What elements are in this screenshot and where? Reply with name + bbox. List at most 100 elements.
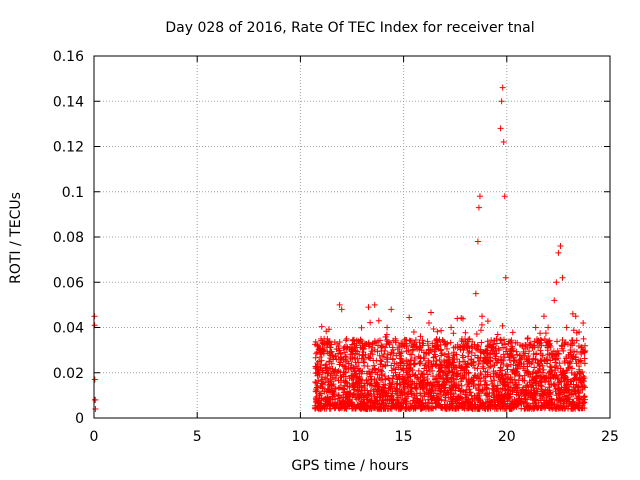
data-point — [312, 379, 319, 386]
data-point — [450, 359, 457, 366]
data-point — [352, 350, 359, 357]
data-point — [382, 376, 389, 383]
data-point — [442, 394, 449, 401]
data-point — [337, 384, 344, 391]
data-point — [513, 397, 520, 404]
data-point — [319, 383, 326, 390]
data-point — [388, 367, 395, 374]
data-point — [490, 386, 497, 393]
data-point — [461, 358, 468, 365]
data-point — [573, 348, 580, 355]
data-point — [553, 351, 560, 358]
data-point — [518, 400, 525, 407]
data-point — [572, 372, 579, 379]
data-point — [464, 361, 471, 368]
data-point — [412, 405, 419, 412]
data-point — [574, 402, 581, 409]
data-point — [483, 359, 490, 366]
data-point — [458, 364, 465, 371]
data-point — [571, 340, 578, 347]
data-point — [448, 324, 455, 331]
data-point — [365, 339, 372, 346]
data-point — [479, 399, 486, 406]
data-point — [563, 398, 570, 405]
data-point — [355, 386, 362, 393]
data-point — [474, 373, 481, 380]
data-point — [557, 405, 564, 412]
data-point — [401, 383, 408, 390]
data-point — [438, 327, 445, 334]
data-point — [553, 392, 560, 399]
data-point — [388, 306, 395, 313]
data-point — [383, 341, 390, 348]
data-point — [484, 338, 491, 345]
data-point — [509, 387, 516, 394]
data-point — [92, 396, 99, 403]
data-point — [437, 404, 444, 411]
data-point — [315, 400, 322, 407]
data-point — [490, 370, 497, 377]
data-point — [439, 405, 446, 412]
data-point — [532, 390, 539, 397]
data-point — [581, 393, 588, 400]
data-point — [478, 388, 485, 395]
data-point — [537, 347, 544, 354]
data-point — [331, 389, 338, 396]
data-point — [377, 357, 384, 364]
data-point — [571, 371, 578, 378]
data-point — [388, 405, 395, 412]
data-point — [539, 369, 546, 376]
data-point — [582, 342, 589, 349]
data-point — [565, 394, 572, 401]
data-point — [560, 347, 567, 354]
data-point — [382, 363, 389, 370]
data-point — [436, 368, 443, 375]
data-point — [312, 363, 319, 370]
data-point — [554, 385, 561, 392]
data-point — [470, 359, 477, 366]
data-point — [351, 383, 358, 390]
data-point — [498, 98, 505, 105]
data-point — [516, 373, 523, 380]
data-point — [342, 369, 349, 376]
data-point — [352, 371, 359, 378]
data-point — [541, 335, 548, 342]
data-point — [478, 321, 485, 328]
data-point — [360, 393, 367, 400]
data-point — [408, 378, 415, 385]
data-point — [482, 356, 489, 363]
data-point — [467, 389, 474, 396]
y-tick-label: 0.1 — [62, 185, 84, 201]
data-point — [435, 401, 442, 408]
data-point — [500, 138, 507, 145]
data-point — [579, 400, 586, 407]
data-point — [324, 342, 331, 349]
data-point — [425, 342, 432, 349]
data-point — [511, 402, 518, 409]
data-point — [356, 351, 363, 358]
data-point — [428, 309, 435, 316]
data-point — [385, 374, 392, 381]
data-point — [369, 366, 376, 373]
data-point — [342, 404, 349, 411]
data-point — [491, 377, 498, 384]
data-point — [421, 374, 428, 381]
data-point — [440, 338, 447, 345]
data-point — [531, 391, 538, 398]
data-point — [417, 392, 424, 399]
data-point — [339, 362, 346, 369]
data-point — [393, 403, 400, 410]
data-point — [433, 394, 440, 401]
data-point — [536, 363, 543, 370]
data-point — [430, 358, 437, 365]
data-point — [523, 355, 530, 362]
data-point — [445, 367, 452, 374]
data-point — [471, 364, 478, 371]
data-point — [521, 372, 528, 379]
data-point — [386, 380, 393, 387]
data-point — [402, 401, 409, 408]
data-point — [408, 390, 415, 397]
data-point — [506, 403, 513, 410]
data-point — [530, 368, 537, 375]
data-point — [327, 352, 334, 359]
